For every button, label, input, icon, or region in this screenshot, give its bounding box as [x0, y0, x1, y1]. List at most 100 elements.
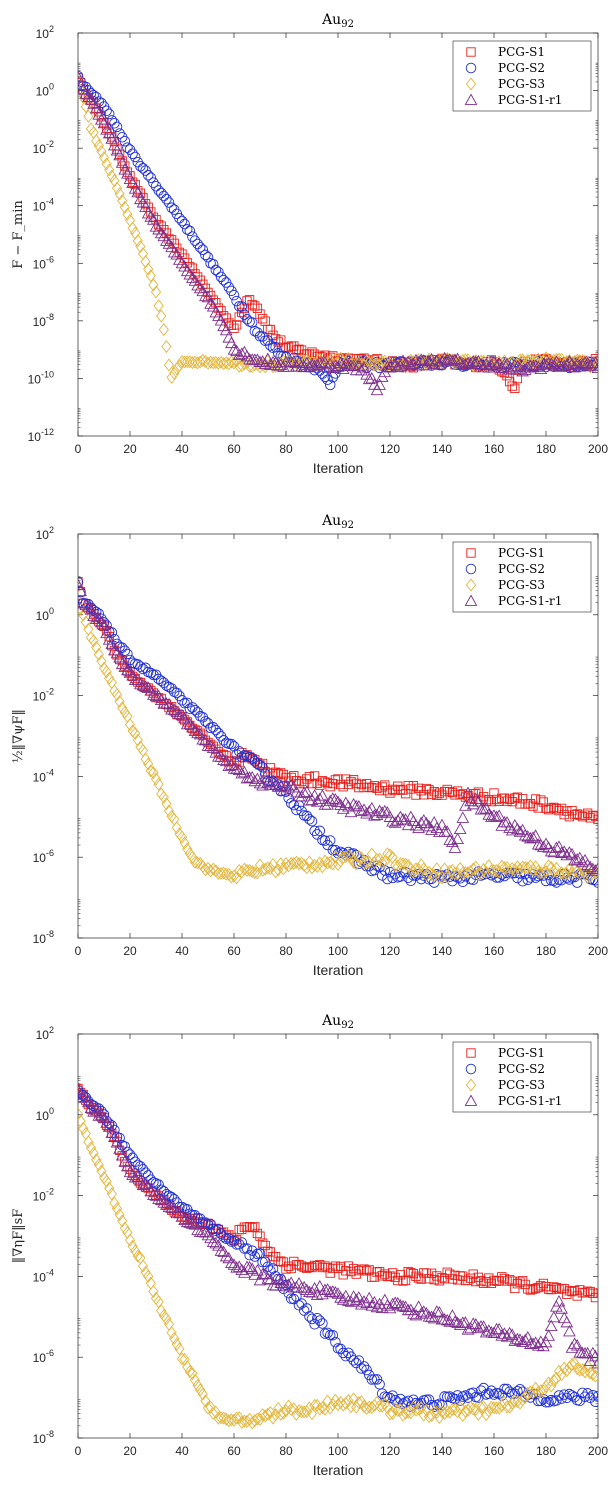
x-tick-label: 120 — [380, 1444, 400, 1458]
data-point-pcg-s2 — [540, 875, 552, 887]
data-point-pcg-s1-r1 — [261, 776, 275, 788]
data-point-pcg-s1 — [562, 1289, 572, 1299]
data-point-pcg-s3 — [512, 1395, 523, 1409]
data-point-pcg-s1 — [348, 775, 359, 785]
data-point-pcg-s1-r1 — [87, 1105, 100, 1117]
data-point-pcg-s3 — [535, 866, 546, 880]
data-point-pcg-s1-r1 — [154, 226, 168, 239]
data-point-pcg-s1-r1 — [134, 677, 147, 690]
data-point-pcg-s3 — [296, 1405, 307, 1419]
data-point-pcg-s1 — [512, 792, 523, 802]
data-point-pcg-s2 — [314, 1315, 326, 1326]
data-point-pcg-s3 — [384, 848, 396, 862]
data-point-pcg-s3 — [221, 867, 232, 881]
legend-label: PCG-S1 — [498, 546, 545, 560]
data-point-pcg-s3 — [267, 1411, 279, 1425]
x-tick-label: 180 — [536, 442, 556, 456]
data-point-pcg-s1-r1 — [539, 358, 553, 370]
data-point-pcg-s1 — [244, 1222, 255, 1232]
data-point-pcg-s1 — [551, 804, 562, 814]
data-point-pcg-s1 — [247, 1222, 257, 1233]
data-point-pcg-s1-r1 — [448, 841, 462, 853]
data-point-pcg-s3 — [275, 857, 286, 871]
data-point-pcg-s1 — [146, 207, 156, 217]
data-point-pcg-s3 — [192, 1379, 203, 1393]
data-point-pcg-s1 — [434, 1276, 445, 1286]
data-point-pcg-s1-r1 — [508, 818, 522, 831]
data-point-pcg-s3 — [93, 139, 104, 153]
data-point-pcg-s3 — [494, 1401, 505, 1415]
data-point-pcg-s1 — [504, 794, 515, 804]
data-point-pcg-s1 — [270, 334, 281, 344]
data-point-pcg-s1-r1 — [316, 789, 329, 801]
data-point-pcg-s1-r1 — [586, 1346, 598, 1359]
data-point-pcg-s2 — [553, 1390, 565, 1401]
data-point-pcg-s2 — [540, 1396, 552, 1408]
data-point-pcg-s1-r1 — [583, 359, 597, 371]
data-point-pcg-s3 — [491, 1401, 502, 1415]
data-point-pcg-s2 — [231, 749, 242, 760]
data-point-pcg-s3 — [392, 1403, 403, 1417]
data-point-pcg-s1 — [439, 786, 450, 797]
data-point-pcg-s1-r1 — [591, 1356, 598, 1369]
data-point-pcg-s3 — [371, 357, 383, 371]
data-point-pcg-s2 — [348, 848, 359, 859]
data-point-pcg-s3 — [117, 701, 128, 715]
data-point-pcg-s1-r1 — [310, 795, 324, 807]
data-point-pcg-s2 — [366, 1374, 378, 1385]
data-point-pcg-s1-r1 — [347, 797, 360, 810]
data-point-pcg-s1-r1 — [297, 786, 311, 798]
data-point-pcg-s3 — [434, 870, 445, 884]
data-point-pcg-s2 — [543, 1396, 554, 1408]
data-point-pcg-s1 — [372, 783, 382, 793]
data-point-pcg-s1-r1 — [300, 1283, 314, 1295]
data-point-pcg-s2 — [509, 867, 521, 879]
data-point-pcg-s3 — [517, 1393, 528, 1407]
data-point-pcg-s3 — [358, 856, 370, 870]
data-point-pcg-s1-r1 — [144, 210, 158, 222]
data-point-pcg-s3 — [143, 757, 154, 771]
data-point-pcg-s1-r1 — [498, 1327, 511, 1339]
data-point-pcg-s3 — [452, 867, 463, 881]
data-point-pcg-s3 — [533, 1385, 544, 1399]
data-point-pcg-s3 — [507, 1396, 518, 1410]
data-point-pcg-s1-r1 — [456, 811, 470, 823]
data-point-pcg-s3 — [262, 861, 273, 875]
data-point-pcg-s1-r1 — [326, 792, 340, 804]
data-point-pcg-s1 — [276, 335, 286, 345]
data-point-pcg-s3 — [140, 752, 151, 766]
data-point-pcg-s1-r1 — [303, 360, 316, 373]
data-point-pcg-s3 — [158, 323, 169, 337]
data-point-pcg-s1 — [341, 774, 351, 784]
data-point-pcg-s1-r1 — [412, 1300, 425, 1312]
y-tick-label: 10-4 — [33, 767, 54, 784]
y-tick-label: 100 — [36, 82, 54, 99]
data-point-pcg-s1-r1 — [316, 356, 329, 369]
data-point-pcg-s1 — [549, 802, 559, 813]
data-point-pcg-s3 — [462, 866, 474, 880]
data-point-pcg-s1-r1 — [570, 1339, 584, 1351]
data-point-pcg-s1-r1 — [78, 584, 87, 597]
data-point-pcg-s1-r1 — [378, 804, 392, 817]
data-point-pcg-s1 — [442, 1267, 452, 1277]
data-point-pcg-s1 — [562, 806, 572, 816]
data-point-pcg-s2 — [306, 815, 318, 827]
data-point-pcg-s2 — [327, 1329, 339, 1341]
data-point-pcg-s2 — [223, 281, 235, 293]
data-point-pcg-s2 — [103, 1118, 115, 1129]
data-point-pcg-s1-r1 — [544, 357, 558, 369]
data-point-pcg-s1 — [580, 1287, 590, 1298]
data-point-pcg-s2 — [194, 1213, 206, 1224]
data-point-pcg-s3 — [564, 862, 575, 876]
data-point-pcg-s1-r1 — [511, 360, 524, 372]
chart-panel-1: 0 20 40 60 80 100 120 140 160 180 200 10-12 10-10 10-… — [11, 12, 608, 476]
data-point-pcg-s2 — [499, 870, 510, 882]
legend-label: PCG-S2 — [498, 562, 545, 576]
data-point-pcg-s1-r1 — [199, 1226, 212, 1238]
data-point-pcg-s3 — [364, 1400, 375, 1414]
data-point-pcg-s1 — [304, 772, 315, 782]
data-point-pcg-s2 — [384, 866, 396, 878]
data-point-pcg-s3 — [78, 602, 86, 616]
data-point-pcg-s1 — [421, 783, 432, 794]
data-point-pcg-s1-r1 — [173, 253, 186, 265]
